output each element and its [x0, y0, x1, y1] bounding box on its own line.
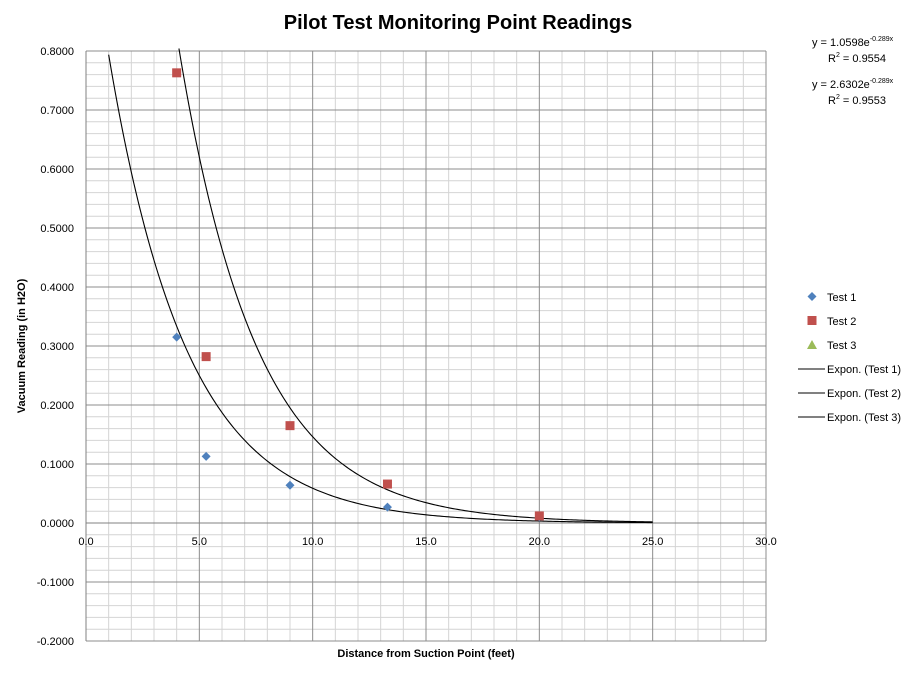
legend-label-expon-test-2: Expon. (Test 2)	[827, 388, 901, 400]
y-tick-label: 0.0000	[40, 518, 74, 530]
legend-marker-test-2	[807, 316, 817, 325]
equation-1: y = 1.0598e-0.289x	[812, 36, 894, 49]
grid	[85, 50, 767, 642]
y-tick-label: -0.1000	[37, 577, 74, 589]
data-point-test-2	[201, 352, 211, 362]
data-point-test-1	[285, 480, 295, 490]
y-tick-label: 0.2000	[40, 400, 74, 412]
x-tick-label: 0.0	[78, 536, 93, 548]
legend-label-test-2: Test 2	[827, 316, 856, 328]
y-tick-label: -0.2000	[37, 636, 74, 648]
y-tick-label: 0.6000	[40, 164, 74, 176]
y-tick-label: 0.5000	[40, 223, 74, 235]
axes: 0.8000 0.7000 0.6000 0.5000 0.4000 0.3000 0.20…	[37, 46, 777, 648]
x-tick-label: 15.0	[415, 536, 436, 548]
x-tick-label: 10.0	[302, 536, 323, 548]
legend-label-test-3: Test 3	[827, 340, 856, 352]
y-tick-label: 0.1000	[40, 459, 74, 471]
y-tick-label: 0.7000	[40, 105, 74, 117]
y-axis-title: Vacuum Reading (in H2O)	[16, 278, 28, 413]
data-point-test-2	[534, 511, 544, 521]
x-tick-label: 25.0	[642, 536, 663, 548]
x-tick-label: 5.0	[192, 536, 207, 548]
legend: Test 1 Test 2 Test 3 Expon. (Test 1) Exp…	[798, 292, 901, 424]
x-tick-label: 20.0	[529, 536, 550, 548]
data-point-test-1	[201, 451, 211, 461]
trendline-equation-2: y = 2.6302e-0.289x R2 = 0.9553	[812, 78, 894, 107]
data-point-test-2	[172, 68, 182, 78]
chart-title: Pilot Test Monitoring Point Readings	[284, 12, 633, 34]
r-squared-2: R2 = 0.9553	[828, 94, 886, 107]
y-tick-label: 0.3000	[40, 341, 74, 353]
data-point-test-1	[172, 332, 182, 342]
equation-2: y = 2.6302e-0.289x	[812, 78, 894, 91]
data-point-test-2	[382, 479, 392, 489]
x-tick-label: 30.0	[755, 536, 776, 548]
x-axis-title: Distance from Suction Point (feet)	[337, 648, 515, 660]
y-tick-label: 0.8000	[40, 46, 74, 58]
trendline-1	[108, 54, 653, 524]
data-point-test-1	[382, 502, 392, 512]
trendlines	[108, 48, 653, 524]
data-point-test-2	[285, 421, 295, 431]
legend-marker-test-3	[807, 340, 817, 349]
trendline-2	[178, 48, 653, 523]
r-squared-1: R2 = 0.9554	[828, 52, 886, 65]
legend-marker-test-1	[807, 292, 817, 301]
data-points	[172, 68, 544, 522]
legend-label-expon-test-3: Expon. (Test 3)	[827, 412, 901, 424]
legend-label-expon-test-1: Expon. (Test 1)	[827, 364, 901, 376]
trendline-equation-1: y = 1.0598e-0.289x R2 = 0.9554	[812, 36, 894, 65]
y-tick-label: 0.4000	[40, 282, 74, 294]
legend-label-test-1: Test 1	[827, 292, 856, 304]
